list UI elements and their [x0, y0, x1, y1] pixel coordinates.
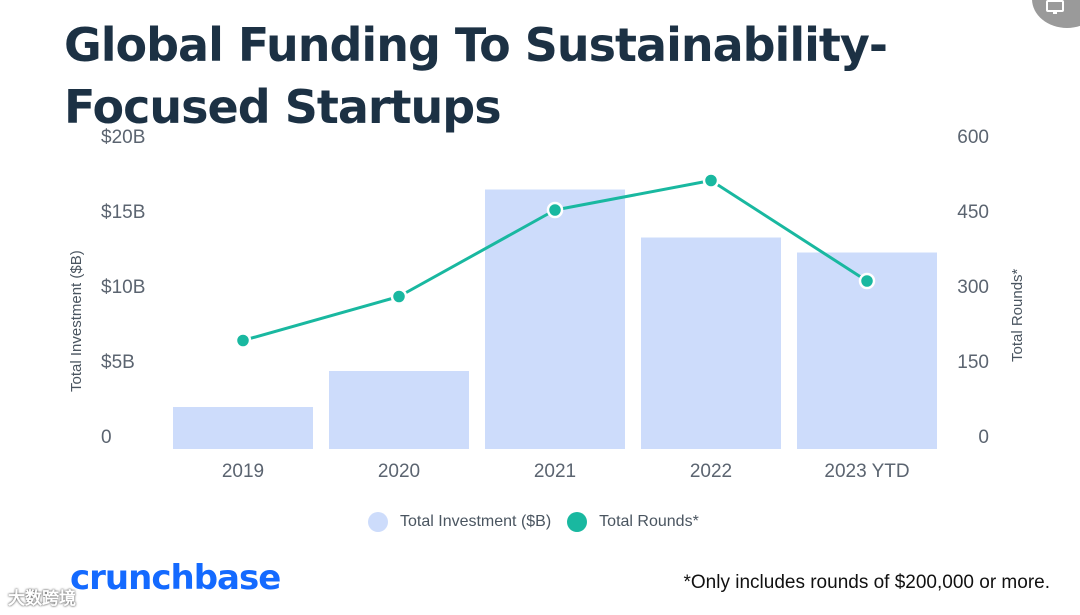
left-axis-title: Total Investment ($B): [68, 250, 85, 392]
rounds-point: [390, 288, 408, 305]
rounds-point: [234, 332, 252, 349]
right-axis-title: Total Rounds*: [1009, 268, 1026, 362]
bar: [485, 189, 625, 449]
rounds-point: [702, 172, 720, 189]
legend-label-investment: Total Investment ($B): [400, 513, 552, 530]
x-tick-label: 2019: [222, 461, 264, 482]
watermark: 大数跨境: [8, 589, 76, 608]
legend-item-investment[interactable]: Total Investment ($B): [368, 512, 551, 532]
x-tick-label: 2020: [378, 461, 420, 482]
x-tick-label: 2023 YTD: [824, 461, 909, 482]
left-tick-label: $5B: [101, 352, 135, 373]
right-tick-label: 300: [957, 277, 989, 298]
bar: [173, 407, 313, 449]
x-tick-label: 2022: [690, 461, 732, 482]
bar: [641, 237, 781, 449]
monitor-icon: [1046, 0, 1064, 14]
right-tick-label: 0: [978, 427, 989, 448]
crunchbase-logo: crunchbase: [70, 558, 281, 598]
legend-swatch-rounds: [567, 512, 588, 532]
line-layer: [234, 172, 876, 349]
bars-layer: [173, 189, 937, 449]
left-tick-label: $20B: [101, 127, 145, 148]
right-tick-label: 450: [957, 202, 989, 223]
legend-item-rounds[interactable]: Total Rounds*: [567, 512, 699, 532]
rounds-point: [546, 201, 564, 219]
left-tick-label: $10B: [101, 277, 145, 298]
footnote: *Only includes rounds of $200,000 or mor…: [683, 572, 1051, 593]
chart-title: Global Funding To Sustainability-Focused…: [64, 18, 888, 134]
left-tick-label: $15B: [101, 202, 145, 223]
legend: Total Investment ($B) Total Rounds*: [368, 512, 715, 532]
legend-swatch-investment: [368, 512, 388, 532]
rounds-point: [858, 272, 876, 290]
right-tick-label: 600: [957, 127, 989, 148]
legend-label-rounds: Total Rounds*: [599, 513, 699, 530]
right-tick-label: 150: [957, 352, 989, 373]
left-tick-label: 0: [101, 427, 112, 448]
bar: [329, 371, 469, 449]
ticks-layer: 2019 2020 2021 2022 2023 YTD 0 $5B $10B $15B $20B…: [101, 127, 989, 482]
x-tick-label: 2021: [534, 461, 576, 482]
